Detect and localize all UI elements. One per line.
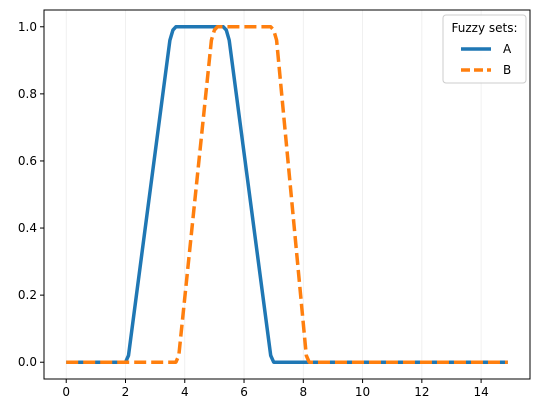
y-tick-label: 0.8 bbox=[18, 87, 37, 101]
y-tick-label: 0.0 bbox=[18, 355, 37, 369]
x-tick-label: 14 bbox=[473, 385, 488, 399]
series-layer bbox=[66, 25, 508, 364]
y-tick-label: 0.4 bbox=[18, 221, 37, 235]
series-line-b bbox=[66, 25, 508, 364]
x-tick-label: 0 bbox=[62, 385, 70, 399]
x-axis: 0 2 4 6 8 10 12 14 bbox=[62, 379, 489, 399]
legend: Fuzzy sets: AB bbox=[442, 14, 527, 84]
x-tick-label: 10 bbox=[355, 385, 370, 399]
y-tick-label: 1.0 bbox=[18, 20, 37, 34]
y-axis: 0.0 0.2 0.4 0.6 0.8 1.0 bbox=[18, 20, 44, 369]
series-line-a bbox=[66, 25, 508, 364]
x-tick-label: 2 bbox=[122, 385, 130, 399]
y-tick-label: 0.6 bbox=[18, 154, 37, 168]
x-tick-label: 4 bbox=[181, 385, 189, 399]
x-tick-label: 6 bbox=[240, 385, 248, 399]
x-tick-label: 8 bbox=[299, 385, 307, 399]
legend-label-a: A bbox=[503, 42, 512, 56]
y-tick-label: 0.2 bbox=[18, 288, 37, 302]
x-tick-label: 12 bbox=[414, 385, 429, 399]
legend-title: Fuzzy sets: bbox=[452, 21, 518, 35]
axes-frame bbox=[43, 9, 531, 380]
legend-label-b: B bbox=[503, 63, 511, 77]
grid-lines bbox=[65, 10, 482, 379]
